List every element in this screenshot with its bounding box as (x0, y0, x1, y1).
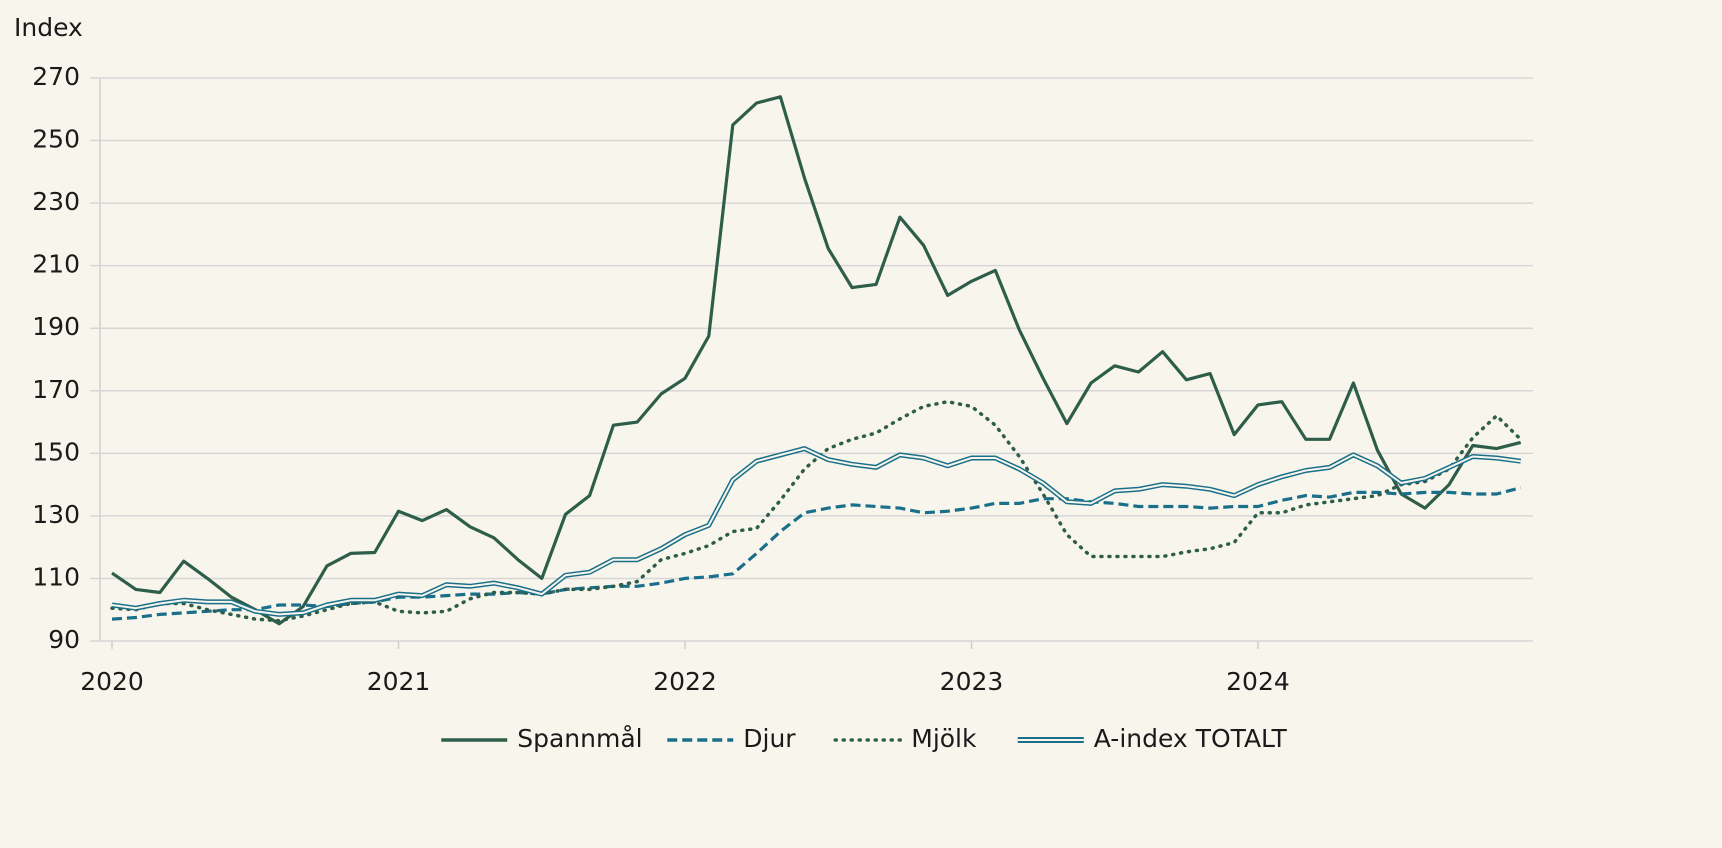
y-tick-label: 190 (32, 312, 80, 341)
y-tick-label: 270 (32, 62, 80, 91)
series-line (111, 486, 1522, 621)
series-line (110, 399, 1523, 623)
legend-label: Spannmål (517, 724, 642, 753)
x-tick-label: 2021 (367, 667, 431, 696)
x-tick-label: 2022 (653, 667, 717, 696)
legend-label: A-index TOTALT (1094, 724, 1288, 753)
x-tick-label: 2024 (1226, 667, 1290, 696)
legend-label: Mjölk (911, 724, 977, 753)
y-tick-label: 250 (32, 125, 80, 154)
y-tick-label: 170 (32, 375, 80, 404)
y-axis-label: Index (14, 13, 83, 42)
y-tick-label: 90 (48, 625, 80, 654)
y-tick-label: 210 (32, 250, 80, 279)
y-tick-label: 150 (32, 437, 80, 466)
series-line (111, 446, 1522, 617)
y-tick-label: 110 (32, 562, 80, 591)
legend-label: Djur (743, 724, 796, 753)
x-tick-label: 2020 (80, 667, 144, 696)
y-tick-label: 130 (32, 500, 80, 529)
series-line (111, 95, 1522, 626)
y-tick-label: 230 (32, 187, 80, 216)
series-line-inner (111, 447, 1521, 616)
x-tick-label: 2023 (940, 667, 1004, 696)
